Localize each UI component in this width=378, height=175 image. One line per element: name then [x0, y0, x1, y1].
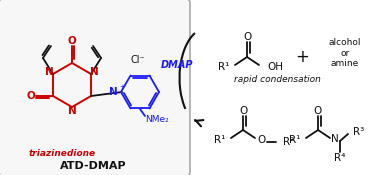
Text: Cl⁻: Cl⁻ — [131, 55, 145, 65]
Text: triazinedione: triazinedione — [28, 149, 96, 158]
Text: OH: OH — [267, 62, 283, 72]
Text: rapid condensation: rapid condensation — [234, 75, 321, 85]
Text: N: N — [331, 134, 339, 144]
Text: N: N — [68, 106, 76, 116]
Text: R⁴: R⁴ — [334, 153, 346, 163]
Text: R¹: R¹ — [218, 62, 229, 72]
Text: O: O — [314, 106, 322, 116]
Text: N: N — [45, 67, 54, 77]
Text: R¹: R¹ — [289, 135, 300, 145]
Text: +: + — [119, 84, 125, 90]
Text: N: N — [90, 67, 99, 77]
Text: O: O — [243, 32, 251, 42]
Text: N: N — [109, 87, 118, 97]
Text: +: + — [295, 48, 309, 66]
Text: R³: R³ — [353, 127, 364, 137]
Text: R²: R² — [283, 137, 294, 147]
Text: O: O — [257, 135, 265, 145]
Text: NMe₂: NMe₂ — [145, 114, 169, 124]
Text: O: O — [68, 36, 76, 46]
FancyBboxPatch shape — [0, 0, 190, 175]
Text: alcohol
or
amine: alcohol or amine — [329, 38, 361, 68]
Text: DMAP: DMAP — [161, 60, 193, 70]
Text: O: O — [26, 91, 35, 101]
Text: O: O — [239, 106, 247, 116]
Text: R¹: R¹ — [214, 135, 225, 145]
Text: ATD-DMAP: ATD-DMAP — [60, 161, 126, 171]
